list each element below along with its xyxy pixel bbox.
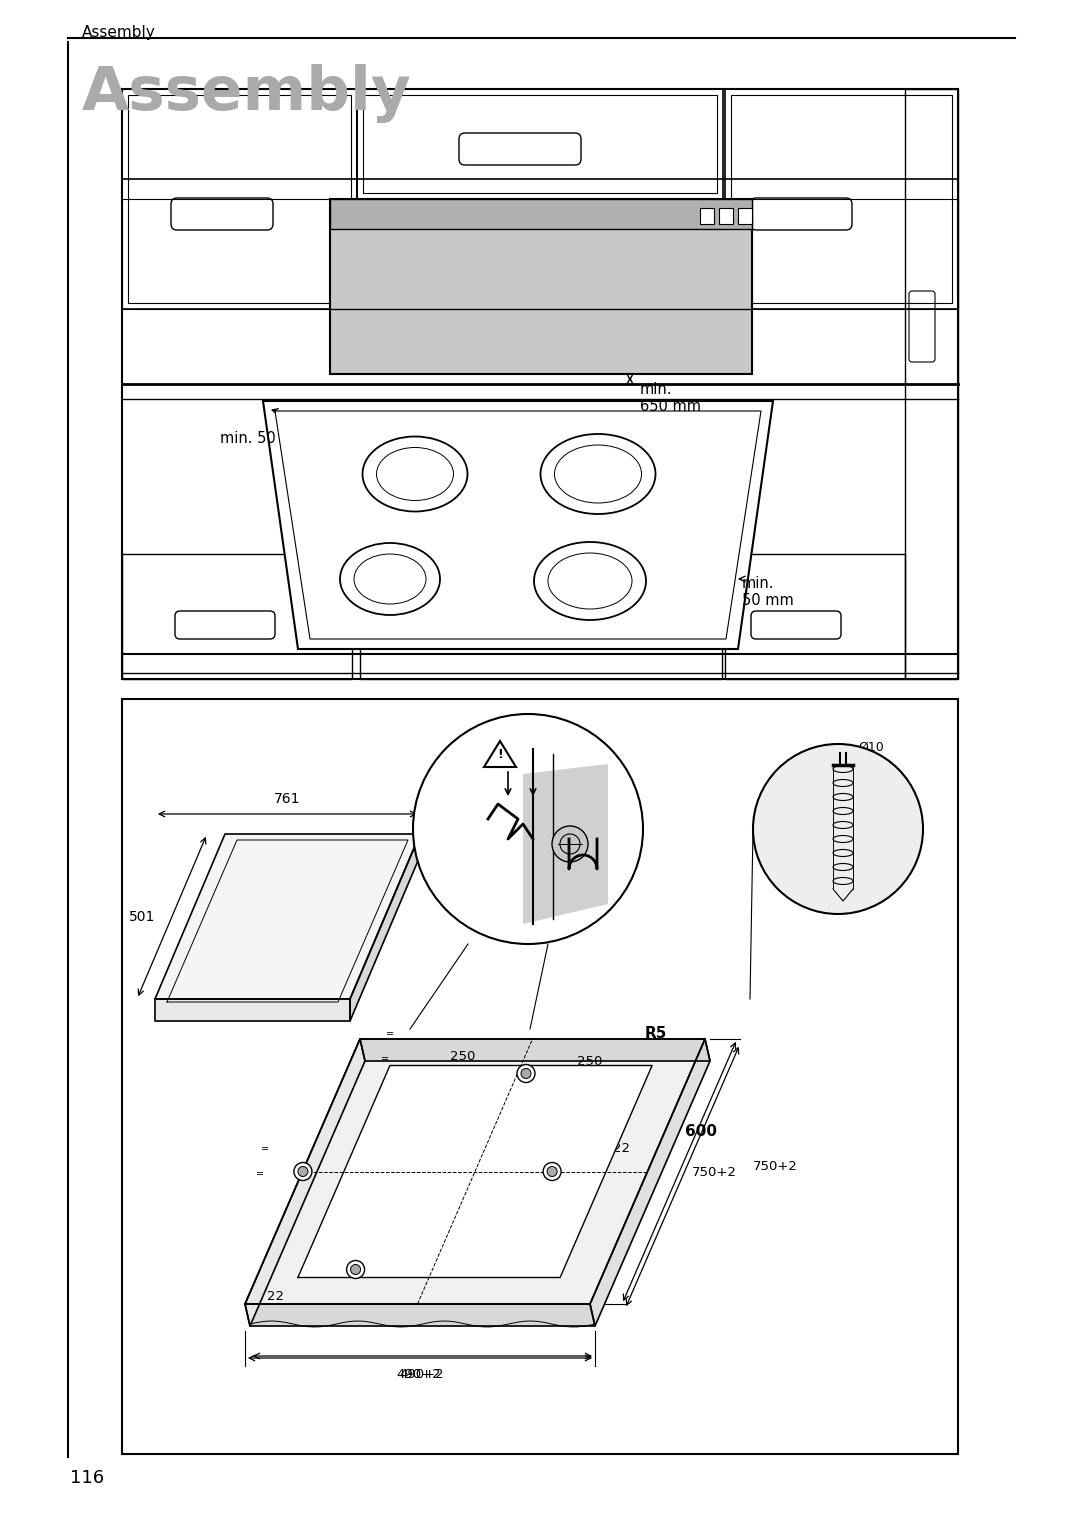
Text: Assembly: Assembly [82,64,411,122]
Bar [330,199,752,229]
Text: 250: 250 [578,1055,603,1067]
Text: 600: 600 [685,1124,717,1139]
FancyBboxPatch shape [171,197,273,229]
Circle shape [552,826,588,862]
Circle shape [351,1264,361,1275]
Bar [725,89,958,309]
Ellipse shape [833,766,853,772]
FancyBboxPatch shape [175,612,275,639]
Bar [360,553,723,679]
Polygon shape [360,1040,710,1061]
Polygon shape [523,764,608,924]
Text: Ø10: Ø10 [858,740,883,754]
FancyBboxPatch shape [750,197,852,229]
Bar [752,199,958,309]
FancyBboxPatch shape [751,612,841,639]
Polygon shape [275,411,761,639]
Polygon shape [245,1040,705,1304]
Polygon shape [264,401,773,648]
Text: =: = [256,1170,265,1179]
Bar [357,89,723,199]
Text: 22: 22 [268,1289,284,1303]
Polygon shape [156,833,420,998]
Ellipse shape [833,835,853,842]
Polygon shape [298,1066,652,1278]
Ellipse shape [833,794,853,801]
Text: 250: 250 [347,1243,372,1255]
Text: 22: 22 [613,1142,631,1156]
Text: min. 50 mm: min. 50 mm [220,431,309,446]
Bar [363,95,717,193]
Text: =: = [261,1144,269,1154]
Circle shape [413,714,643,943]
Bar [129,95,351,303]
Text: 116: 116 [70,1469,104,1488]
Bar [905,89,958,679]
Bar [122,89,357,309]
Bar [122,553,352,679]
Bar [725,553,905,679]
FancyBboxPatch shape [909,291,935,362]
Text: 750+2: 750+2 [692,1165,737,1179]
Text: =: = [386,1029,394,1040]
Bar [122,699,958,1454]
FancyBboxPatch shape [459,133,581,165]
Ellipse shape [833,850,853,856]
Text: 250: 250 [473,1246,499,1260]
Circle shape [347,1260,365,1278]
Text: 4x: 4x [773,812,788,826]
Text: =: = [381,1053,389,1064]
Circle shape [753,745,923,914]
Text: Assembly: Assembly [82,24,156,40]
Circle shape [294,1162,312,1180]
Bar [731,95,951,303]
Text: R5: R5 [353,1232,373,1248]
Circle shape [517,1064,535,1083]
Text: min.
650 mm: min. 650 mm [640,382,701,414]
Ellipse shape [833,780,853,786]
Text: min.
50 mm: min. 50 mm [742,576,794,609]
Bar [738,208,752,225]
Polygon shape [245,1040,365,1326]
Text: 490+2: 490+2 [396,1368,442,1381]
Text: !: ! [497,749,503,761]
Ellipse shape [833,807,853,815]
Ellipse shape [833,821,853,829]
Text: 490+2: 490+2 [400,1368,444,1381]
Circle shape [543,1162,562,1180]
Text: 501: 501 [129,910,156,924]
Text: R5: R5 [645,1026,667,1041]
Ellipse shape [833,864,853,870]
Text: 750+2: 750+2 [753,1161,798,1173]
Polygon shape [156,998,350,1021]
Text: 761: 761 [273,792,300,806]
Polygon shape [590,1040,710,1326]
Circle shape [298,1167,308,1176]
Circle shape [521,1069,531,1078]
Text: 250: 250 [450,1050,475,1063]
Bar [122,199,330,309]
Bar [122,89,958,679]
Polygon shape [484,742,516,768]
Bar [719,208,733,225]
Polygon shape [245,1304,595,1326]
FancyBboxPatch shape [455,612,555,639]
Bar [700,208,714,225]
Polygon shape [350,833,420,1021]
Circle shape [548,1167,557,1176]
Bar [330,199,752,375]
Ellipse shape [833,878,853,884]
